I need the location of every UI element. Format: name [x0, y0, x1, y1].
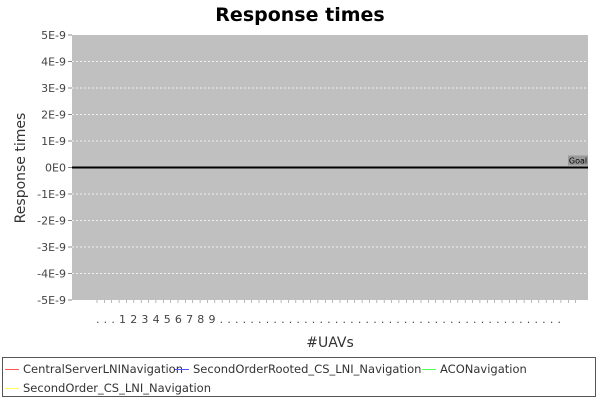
y-tick-label: 4E-9: [41, 56, 66, 69]
legend-swatch-second-order-cs: [5, 387, 19, 389]
goal-label: Goal: [569, 157, 587, 166]
legend-label-second-order-rooted: SecondOrderRooted_CS_LNI_Navigation: [193, 362, 422, 376]
x-tick-labels: ...123456789............................…: [96, 313, 561, 326]
y-axis-label: Response times: [13, 113, 29, 224]
legend-swatch-central-server: [5, 368, 19, 370]
y-tick-label: -3E-9: [37, 241, 66, 254]
y-tick-label: -5E-9: [37, 294, 66, 307]
legend-swatch-second-order-rooted: [175, 368, 189, 370]
legend-label-aco: ACONavigation: [440, 362, 527, 376]
y-tick-label: 3E-9: [41, 82, 66, 95]
x-axis-ticks: ...123456789............................…: [96, 300, 576, 326]
y-tick-label: 2E-9: [41, 109, 66, 122]
grid-lines: [72, 61, 588, 274]
legend-item-second-order-rooted: SecondOrderRooted_CS_LNI_Navigation: [175, 361, 421, 377]
legend: CentralServerLNINavigation SecondOrderRo…: [2, 357, 596, 397]
chart-title: Response times: [215, 4, 384, 26]
legend-item-second-order-cs: SecondOrder_CS_LNI_Navigation: [5, 380, 211, 396]
y-tick-label: -4E-9: [37, 268, 66, 281]
y-tick-label: -1E-9: [37, 188, 66, 201]
legend-swatch-aco: [422, 368, 436, 370]
y-tick-label: 1E-9: [41, 135, 66, 148]
y-tick-label: 5E-9: [41, 29, 66, 42]
goal-group: Goal: [72, 155, 588, 169]
legend-item-central-server: CentralServerLNINavigation: [5, 361, 183, 377]
x-axis-label: #UAVs: [306, 335, 354, 351]
y-tick-label: -2E-9: [37, 215, 66, 228]
legend-label-central-server: CentralServerLNINavigation: [23, 362, 184, 376]
legend-label-second-order-cs: SecondOrder_CS_LNI_Navigation: [23, 381, 212, 395]
y-axis-ticks: 5E-9 4E-9 3E-9 2E-9 1E-9 0E0 -1E-9 -2E-9 -3E-9 -4…: [37, 29, 72, 307]
y-tick-label: 0E0: [45, 162, 66, 175]
chart-svg: Response times 5E-9 4E-9 3E-9 2E-9 1E-9 0E0 -1…: [13, 4, 588, 351]
legend-item-aco: ACONavigation: [422, 361, 527, 377]
goal-label-background: [568, 155, 588, 166]
